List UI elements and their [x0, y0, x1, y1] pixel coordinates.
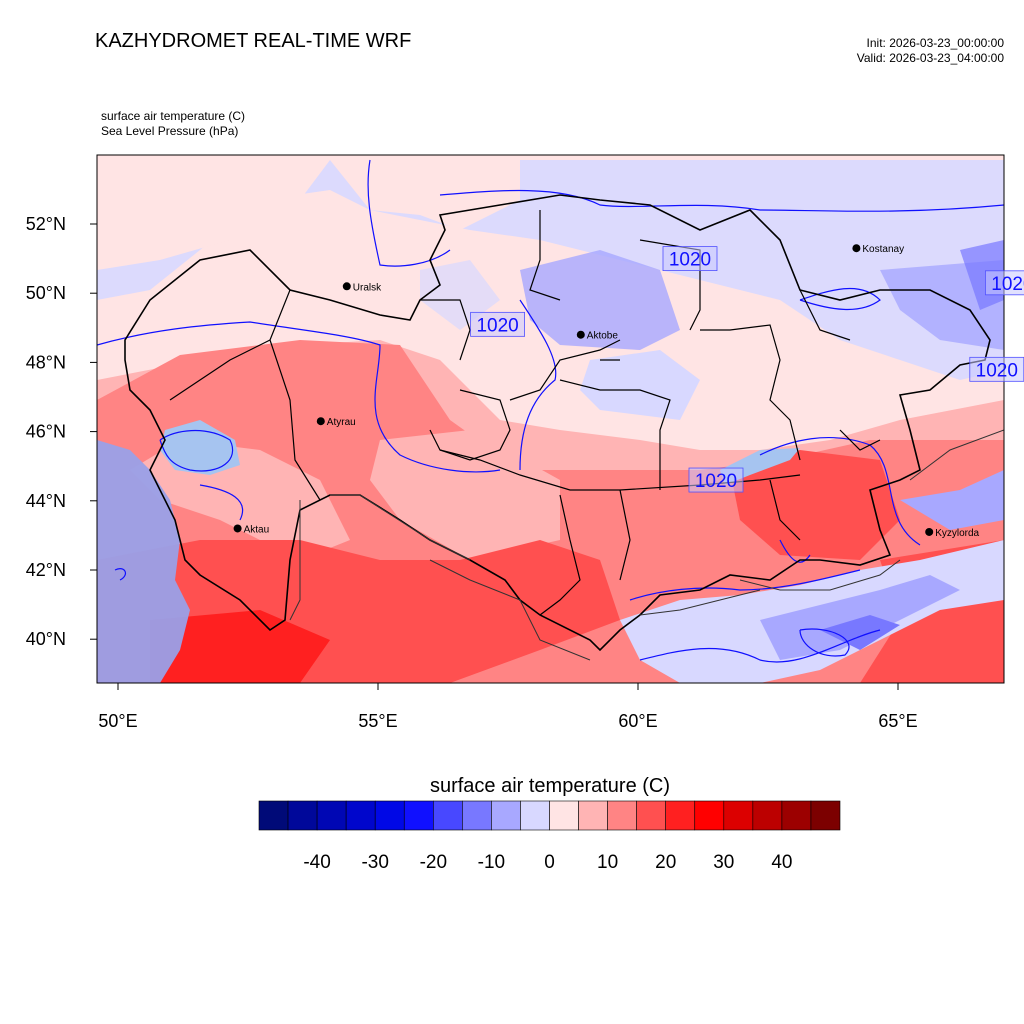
colorbar-swatch	[287, 800, 318, 831]
colorbar-swatch	[694, 800, 725, 831]
city-dot-icon	[316, 417, 325, 426]
colorbar-tick-label: -30	[361, 852, 388, 873]
colorbar-swatch	[491, 800, 521, 831]
field-pressure-label: Sea Level Pressure (hPa)	[101, 124, 239, 138]
city-dot-icon	[342, 282, 351, 291]
lat-tick-label: 46°N	[26, 422, 66, 442]
colorbar-swatch	[723, 800, 754, 831]
colorbar-swatch	[636, 800, 667, 831]
city-dot-icon	[925, 527, 934, 536]
field-temperature-label: surface air temperature (C)	[101, 109, 246, 123]
colorbar-tick-label: 30	[713, 852, 734, 873]
colorbar-swatch	[403, 800, 434, 831]
contour-label-box	[969, 356, 1024, 382]
colorbar-swatch	[258, 800, 289, 831]
colorbar-swatch	[462, 800, 492, 831]
run-times: Init: 2026-03-23_00:00:00 Valid: 2026-03…	[857, 36, 1004, 66]
contour-label: 1020	[991, 274, 1024, 295]
city-label: Uralsk	[353, 282, 382, 293]
colorbar-swatch	[432, 800, 463, 831]
lat-tick-label: 44°N	[26, 491, 66, 511]
colorbar-swatch	[665, 800, 696, 831]
colorbar-swatch	[520, 800, 550, 831]
city-dot-icon	[852, 244, 861, 253]
lat-tick-label: 52°N	[26, 214, 66, 234]
city-label: Atyrau	[327, 417, 356, 428]
lat-tick-label: 40°N	[26, 629, 66, 649]
colorbar-swatch	[374, 800, 405, 831]
city-label: Aktau	[244, 524, 270, 535]
contour-label: 1020	[669, 250, 711, 271]
colorbar-swatch	[752, 800, 783, 831]
city-dot-icon	[233, 524, 242, 533]
contour-label-box	[985, 270, 1024, 296]
axis-ticks: 50°E55°E60°E65°E70°E75°E80°E52°N50°N48°N…	[26, 214, 918, 731]
lon-tick-label: 65°E	[878, 711, 917, 731]
colorbar-tick-label: -20	[420, 852, 447, 873]
city-label: Aktobe	[587, 331, 619, 342]
field-description: surface air temperature (C) Sea Level Pr…	[101, 109, 245, 139]
city-label: Kyzylorda	[935, 528, 979, 539]
colorbar-tick-label: -10	[478, 852, 505, 873]
colorbar-swatch	[578, 800, 608, 831]
colorbar-title: surface air temperature (C)	[429, 775, 671, 797]
lon-tick-label: 50°E	[98, 711, 137, 731]
colorbar-tick-label: -40	[303, 852, 330, 873]
contour-label: 1020	[976, 360, 1018, 381]
neighbor-borders	[289, 429, 1004, 661]
city-label: Kostanay	[862, 244, 904, 255]
contour-label-box	[662, 246, 718, 272]
colorbar-tick-label: 0	[544, 852, 555, 873]
contour-label: 1020	[476, 315, 518, 336]
colorbar-swatch	[549, 800, 579, 831]
colorbar-swatch	[345, 800, 376, 831]
region-borders	[169, 210, 881, 616]
city-markers: PetropavlovskKostanayKokshetauUralskPavl…	[233, 244, 980, 539]
valid-time: Valid: 2026-03-23_04:00:00	[856, 51, 1004, 65]
colorbar-tick-label: 40	[771, 852, 792, 873]
contour-label-box	[688, 467, 744, 493]
colorbar-tick-label: 20	[655, 852, 676, 873]
colorbar-tick-label: 10	[597, 852, 618, 873]
lat-tick-label: 48°N	[26, 352, 66, 372]
temperature-field	[97, 155, 1004, 683]
init-time: Init: 2026-03-23_00:00:00	[866, 36, 1004, 50]
plot-frame	[96, 154, 1005, 684]
colorbar-swatch	[607, 800, 637, 831]
lon-tick-label: 55°E	[358, 711, 397, 731]
colorbar-swatch	[316, 800, 347, 831]
country-borders	[124, 194, 991, 652]
city-dot-icon	[576, 330, 585, 339]
lat-tick-label: 50°N	[26, 283, 66, 303]
colorbar-swatch	[781, 800, 812, 831]
contour-label-box	[470, 311, 526, 337]
colorbar: -40 -30 -20 -10 0 10 20 30 40	[258, 800, 841, 873]
colorbar-swatch	[810, 800, 841, 831]
lon-tick-label: 60°E	[618, 711, 657, 731]
page-title: KAZHYDROMET REAL-TIME WRF	[95, 30, 412, 52]
lat-tick-label: 42°N	[26, 560, 66, 580]
contour-labels: 102010201020102010201020102010201020	[470, 246, 1024, 493]
contour-label: 1020	[695, 471, 737, 492]
pressure-contours	[97, 159, 1004, 663]
